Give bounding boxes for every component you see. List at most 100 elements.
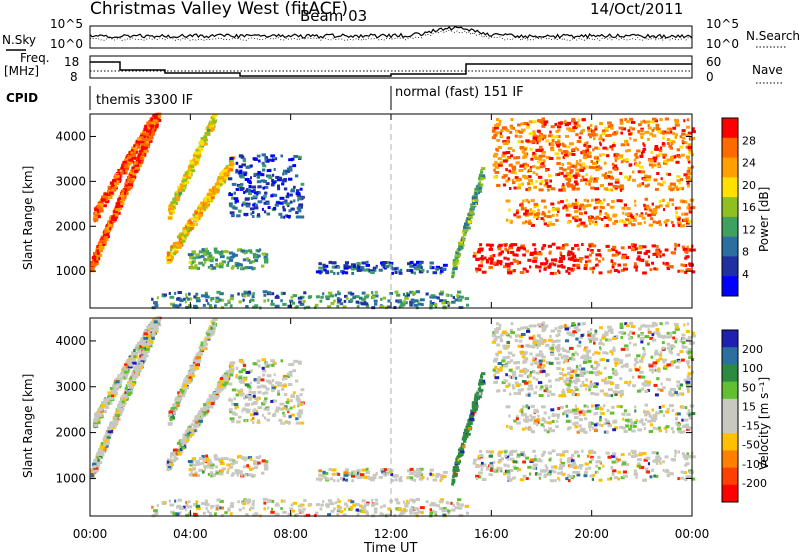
power-point: [298, 197, 303, 201]
power-point: [537, 208, 540, 212]
power-point: [271, 181, 276, 185]
power-point: [535, 166, 540, 170]
power-point: [500, 129, 504, 133]
power-point: [468, 215, 473, 219]
velocity-point: [185, 513, 190, 517]
power-point: [144, 146, 148, 150]
velocity-point: [107, 430, 112, 434]
power-point: [252, 211, 255, 214]
power-point: [283, 187, 288, 191]
power-point: [520, 122, 524, 126]
power-point: [272, 207, 277, 210]
velocity-point: [123, 394, 128, 398]
power-point: [96, 249, 100, 253]
velocity-point: [94, 458, 97, 462]
power-point: [184, 225, 187, 229]
power-point: [607, 182, 613, 186]
power-point: [396, 293, 401, 297]
power-point: [195, 148, 200, 152]
power-point: [238, 209, 242, 213]
velocity-point: [229, 373, 234, 377]
power-point: [332, 261, 337, 265]
velocity-point: [199, 418, 204, 422]
power-point: [587, 129, 592, 133]
power-point: [243, 173, 247, 176]
power-point: [537, 175, 543, 179]
power-point: [380, 261, 383, 265]
power-point: [684, 270, 688, 274]
power-point: [104, 235, 108, 239]
power-point: [360, 266, 365, 270]
power-point: [587, 126, 590, 130]
power-point: [296, 206, 302, 210]
power-point: [393, 267, 398, 271]
power-point: [180, 232, 184, 236]
velocity-point: [142, 338, 147, 342]
velocity-point: [92, 462, 97, 466]
power-point: [672, 224, 675, 228]
power-point: [662, 131, 665, 135]
power-point: [531, 139, 536, 143]
velocity-point: [124, 365, 129, 369]
power-point: [558, 271, 561, 275]
power-point: [328, 260, 332, 264]
power-point: [277, 176, 283, 180]
power-point: [623, 203, 627, 207]
power-point: [621, 127, 627, 131]
power-point: [365, 263, 370, 267]
power-point: [175, 304, 180, 308]
power-point: [305, 305, 311, 309]
power-point: [154, 118, 158, 122]
power-point: [664, 160, 669, 164]
power-point: [173, 242, 178, 245]
power-point: [170, 252, 176, 256]
power-point: [124, 163, 128, 167]
power-point: [488, 266, 493, 269]
velocity-point: [402, 508, 406, 511]
power-point: [287, 304, 293, 308]
velocity-point: [211, 397, 216, 401]
power-point: [248, 192, 252, 195]
power-point: [296, 189, 300, 193]
power-point: [442, 299, 447, 303]
power-point: [540, 262, 544, 266]
power-point: [151, 132, 155, 136]
power-point: [113, 177, 117, 181]
velocity-point: [218, 384, 223, 388]
power-point: [669, 158, 674, 162]
power-point: [315, 270, 321, 274]
power-point: [185, 174, 190, 177]
velocity-point: [250, 506, 255, 510]
power-point: [568, 142, 574, 146]
power-point: [559, 121, 563, 125]
velocity-point: [94, 417, 98, 421]
power-point: [140, 132, 146, 136]
power-point: [131, 156, 137, 160]
power-point: [625, 218, 630, 222]
power-point: [241, 203, 244, 207]
power-point: [409, 260, 414, 264]
velocity-point: [154, 317, 158, 321]
power-point: [270, 183, 275, 187]
power-point: [409, 303, 413, 307]
velocity-point: [220, 377, 224, 380]
power-point: [532, 171, 536, 175]
power-point: [252, 195, 258, 199]
power-point: [207, 302, 210, 306]
power-point: [182, 178, 187, 182]
power-point: [509, 187, 512, 190]
power-point: [290, 295, 294, 299]
power-point: [624, 212, 630, 216]
power-point: [579, 168, 585, 172]
velocity-point: [103, 440, 107, 444]
power-ylabel: Slant Range [km]: [21, 166, 35, 270]
power-point: [203, 135, 208, 139]
power-point: [282, 172, 285, 176]
velocity-point: [121, 394, 125, 398]
power-point: [434, 302, 438, 306]
power-point: [610, 269, 613, 273]
power-point: [206, 130, 211, 134]
power-point: [411, 291, 416, 295]
power-point: [262, 186, 265, 190]
velocity-point: [225, 370, 229, 374]
